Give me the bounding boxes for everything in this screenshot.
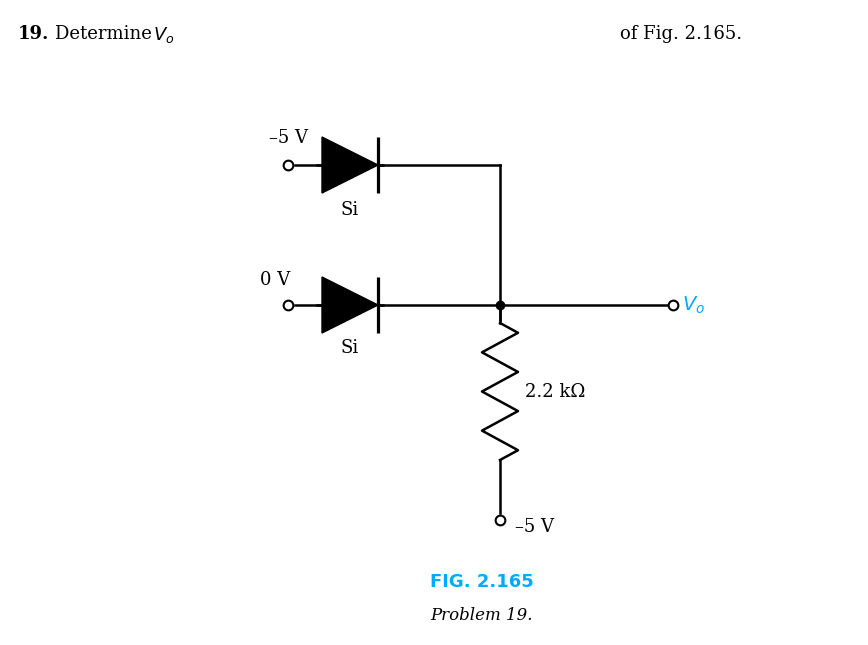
Text: FIG. 2.165: FIG. 2.165	[430, 573, 534, 591]
Polygon shape	[322, 277, 378, 333]
Text: $V_o$: $V_o$	[153, 25, 174, 45]
Text: Determine: Determine	[55, 25, 158, 43]
Text: 0 V: 0 V	[260, 271, 290, 289]
Text: of Fig. 2.165.: of Fig. 2.165.	[620, 25, 742, 43]
Text: –5 V: –5 V	[268, 129, 307, 147]
Text: –5 V: –5 V	[515, 518, 554, 536]
Text: 2.2 kΩ: 2.2 kΩ	[525, 383, 585, 401]
Text: Si: Si	[341, 339, 359, 357]
Polygon shape	[322, 137, 378, 193]
Text: Problem 19.: Problem 19.	[430, 607, 532, 624]
Text: 19.: 19.	[18, 25, 49, 43]
Text: Si: Si	[341, 201, 359, 219]
Text: $V_o$: $V_o$	[682, 294, 705, 315]
